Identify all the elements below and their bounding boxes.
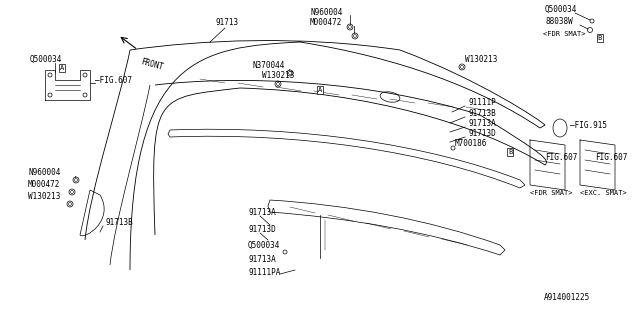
Text: B: B <box>598 35 602 41</box>
Text: 88038W: 88038W <box>545 17 573 26</box>
Text: M700186: M700186 <box>455 139 488 148</box>
Text: Q500034: Q500034 <box>545 5 577 14</box>
Text: <FDR SMAT>: <FDR SMAT> <box>530 190 573 196</box>
Text: 91713A: 91713A <box>248 208 276 217</box>
Text: FIG.607: FIG.607 <box>595 153 627 162</box>
Text: —FIG.607: —FIG.607 <box>95 76 132 85</box>
Text: 91713D: 91713D <box>468 129 496 138</box>
Text: M000472: M000472 <box>28 180 60 189</box>
Text: W130213: W130213 <box>465 55 497 64</box>
Text: 91111PA: 91111PA <box>248 268 280 277</box>
Text: M000472: M000472 <box>310 18 342 27</box>
Text: N960004: N960004 <box>310 8 342 17</box>
Text: W130213: W130213 <box>262 71 294 80</box>
Text: A: A <box>318 87 322 93</box>
Text: W130213: W130213 <box>28 192 60 201</box>
Text: 91713B: 91713B <box>468 109 496 118</box>
Text: FRONT: FRONT <box>140 57 164 72</box>
Text: B: B <box>508 149 512 155</box>
Text: 91713B: 91713B <box>105 218 132 227</box>
Text: 91713: 91713 <box>215 18 238 27</box>
Text: FIG.607: FIG.607 <box>545 153 577 162</box>
Text: <EXC. SMAT>: <EXC. SMAT> <box>580 190 627 196</box>
Text: Q500034: Q500034 <box>248 241 280 250</box>
Text: <FDR SMAT>: <FDR SMAT> <box>543 31 586 37</box>
Text: —FIG.915: —FIG.915 <box>570 121 607 130</box>
Text: 91713D: 91713D <box>248 225 276 234</box>
Text: 91713A: 91713A <box>468 119 496 128</box>
Text: N960004: N960004 <box>28 168 60 177</box>
Text: 91713A: 91713A <box>248 255 276 264</box>
Text: A: A <box>60 65 64 71</box>
Text: N370044: N370044 <box>252 61 284 70</box>
Text: A914001225: A914001225 <box>544 293 590 302</box>
Text: Q500034: Q500034 <box>30 55 62 64</box>
Text: 91111P: 91111P <box>468 98 496 107</box>
